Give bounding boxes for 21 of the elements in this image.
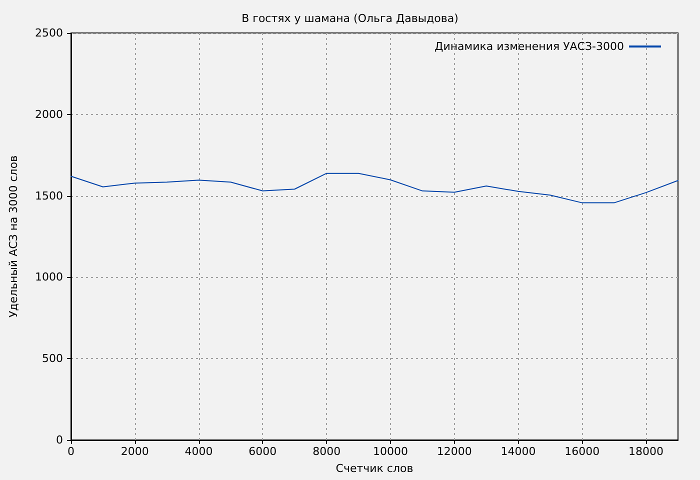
chart-title: В гостях у шамана (Ольга Давыдова) xyxy=(242,12,458,25)
line-series xyxy=(70,172,678,204)
y-tick-label: 2500 xyxy=(35,26,63,40)
x-tick-label: 16000 xyxy=(564,445,600,458)
x-tick-label: 8000 xyxy=(312,445,341,458)
x-tick-label: 14000 xyxy=(500,445,536,458)
x-tick-label: 6000 xyxy=(248,445,277,458)
y-axis-title: Удельный АСЗ на 3000 слов xyxy=(7,155,20,318)
x-tick-label: 4000 xyxy=(184,445,213,458)
y-tick-label: 1000 xyxy=(35,270,63,284)
x-tick-label: 18000 xyxy=(628,445,664,458)
y-tick-label: 0 xyxy=(56,434,63,446)
x-tick-label: 2000 xyxy=(120,445,149,458)
x-tick-label: 12000 xyxy=(436,445,472,458)
x-tick-label: 0 xyxy=(68,445,74,458)
y-tick-label: 2000 xyxy=(35,108,63,121)
x-tick-label: 10000 xyxy=(372,445,408,458)
y-tick-label: 1500 xyxy=(35,189,63,202)
y-tick-label: 500 xyxy=(42,352,63,366)
legend-label: Динамика изменения УАСЗ-3000 xyxy=(434,40,624,53)
x-axis-title: Счетчик слов xyxy=(336,462,414,475)
